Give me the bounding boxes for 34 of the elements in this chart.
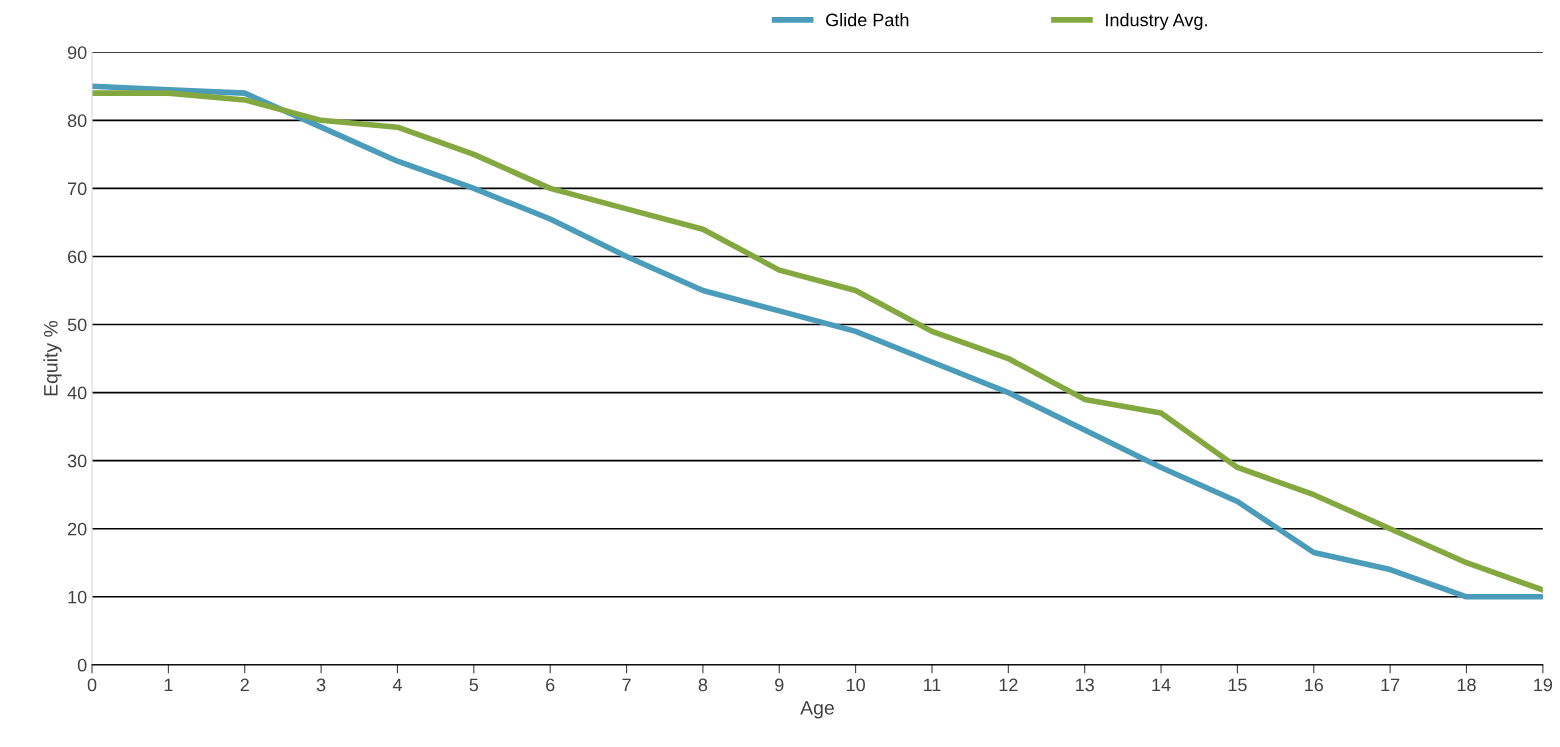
x-axis-title: Age	[800, 701, 834, 719]
x-tick-label: 4	[392, 678, 402, 692]
y-tick-label: 60	[68, 250, 87, 264]
y-tick-label: 0	[77, 658, 87, 672]
y-tick-label: 50	[67, 318, 87, 332]
legend-label: Industry Avg.	[1106, 13, 1207, 30]
x-tick-label: 16	[1305, 678, 1324, 692]
x-tick-label: 2	[240, 678, 249, 692]
x-tick-label: 3	[316, 678, 326, 692]
x-tick-label: 13	[1076, 678, 1094, 692]
y-axis-title: Equity %	[43, 320, 62, 396]
x-tick-label: 7	[622, 678, 631, 692]
y-tick-label: 40	[67, 386, 87, 400]
x-tick-label: 6	[546, 678, 555, 692]
x-tick-label: 12	[999, 678, 1018, 692]
x-tick-label: 14	[1152, 678, 1171, 692]
x-tick-label: 17	[1381, 678, 1400, 692]
y-tick-label: 90	[67, 46, 87, 60]
x-tick-label: 19	[1534, 678, 1553, 692]
y-tick-label: 10	[68, 590, 87, 604]
y-tick-label: 20	[68, 522, 87, 536]
x-tick-label: 15	[1228, 678, 1247, 692]
x-tick-label: 8	[698, 678, 708, 692]
x-tick-label: 10	[846, 678, 865, 692]
x-tick-label: 5	[469, 678, 479, 692]
x-tick-label: 18	[1457, 678, 1476, 692]
y-tick-label: 30	[67, 454, 87, 468]
legend-label: Glide Path	[826, 13, 909, 27]
y-tick-label: 70	[68, 182, 87, 196]
y-tick-label: 80	[67, 114, 87, 128]
x-tick-label: 0	[87, 678, 97, 692]
x-tick-label: 1	[164, 678, 173, 692]
x-tick-label: 9	[775, 678, 784, 692]
x-tick-label: 11	[923, 678, 941, 692]
